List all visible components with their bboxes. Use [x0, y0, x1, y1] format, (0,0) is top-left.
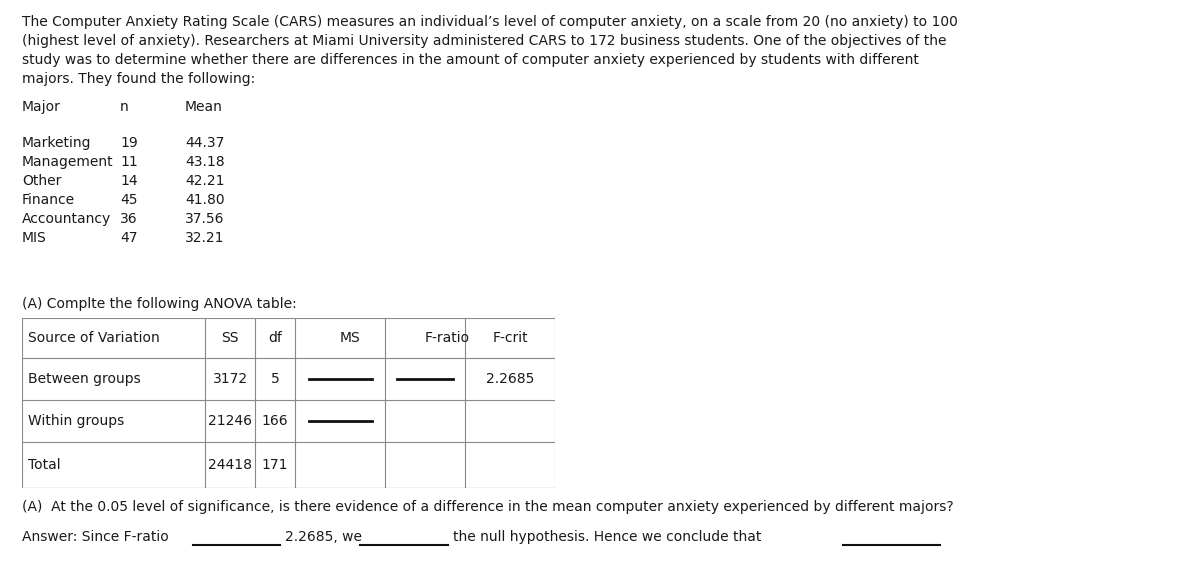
Text: Accountancy: Accountancy: [22, 212, 112, 226]
Text: 42.21: 42.21: [185, 174, 224, 188]
Text: 11: 11: [120, 155, 138, 169]
Text: 41.80: 41.80: [185, 193, 224, 207]
Text: 44.37: 44.37: [185, 136, 224, 150]
Text: Total: Total: [28, 458, 61, 472]
Text: 14: 14: [120, 174, 138, 188]
Text: SS: SS: [221, 331, 239, 345]
Text: (A) Complte the following ANOVA table:: (A) Complte the following ANOVA table:: [22, 297, 296, 311]
Text: F-crit: F-crit: [492, 331, 528, 345]
Text: 24418: 24418: [208, 458, 252, 472]
Text: 2.2685, we: 2.2685, we: [286, 530, 362, 544]
Text: 36: 36: [120, 212, 138, 226]
Text: Management: Management: [22, 155, 114, 169]
Text: 45: 45: [120, 193, 138, 207]
Text: Major: Major: [22, 100, 61, 114]
Text: study was to determine whether there are differences in the amount of computer a: study was to determine whether there are…: [22, 53, 919, 67]
Text: 5: 5: [271, 372, 280, 386]
Text: 19: 19: [120, 136, 138, 150]
Text: (A)  At the 0.05 level of significance, is there evidence of a difference in the: (A) At the 0.05 level of significance, i…: [22, 500, 954, 514]
Text: n: n: [120, 100, 128, 114]
Text: (highest level of anxiety). Researchers at Miami University administered CARS to: (highest level of anxiety). Researchers …: [22, 34, 947, 48]
Text: 43.18: 43.18: [185, 155, 224, 169]
Text: df: df: [268, 331, 282, 345]
Text: Within groups: Within groups: [28, 414, 125, 428]
Text: Other: Other: [22, 174, 61, 188]
Text: Between groups: Between groups: [28, 372, 140, 386]
Text: Finance: Finance: [22, 193, 76, 207]
Text: The Computer Anxiety Rating Scale (CARS) measures an individual’s level of compu: The Computer Anxiety Rating Scale (CARS)…: [22, 15, 958, 29]
Text: Answer: Since F-ratio: Answer: Since F-ratio: [22, 530, 169, 544]
Text: 2.2685: 2.2685: [486, 372, 534, 386]
Text: 37.56: 37.56: [185, 212, 224, 226]
Text: the null hypothesis. Hence we conclude that: the null hypothesis. Hence we conclude t…: [454, 530, 761, 544]
Text: MS: MS: [340, 331, 361, 345]
Text: MIS: MIS: [22, 231, 47, 245]
Text: 171: 171: [262, 458, 288, 472]
Text: 3172: 3172: [212, 372, 247, 386]
Text: Mean: Mean: [185, 100, 223, 114]
Text: 21246: 21246: [208, 414, 252, 428]
Text: 47: 47: [120, 231, 138, 245]
Text: Source of Variation: Source of Variation: [28, 331, 160, 345]
Text: F-ratio: F-ratio: [425, 331, 470, 345]
Text: 32.21: 32.21: [185, 231, 224, 245]
Text: Marketing: Marketing: [22, 136, 91, 150]
Text: 166: 166: [262, 414, 288, 428]
Text: majors. They found the following:: majors. They found the following:: [22, 72, 256, 86]
